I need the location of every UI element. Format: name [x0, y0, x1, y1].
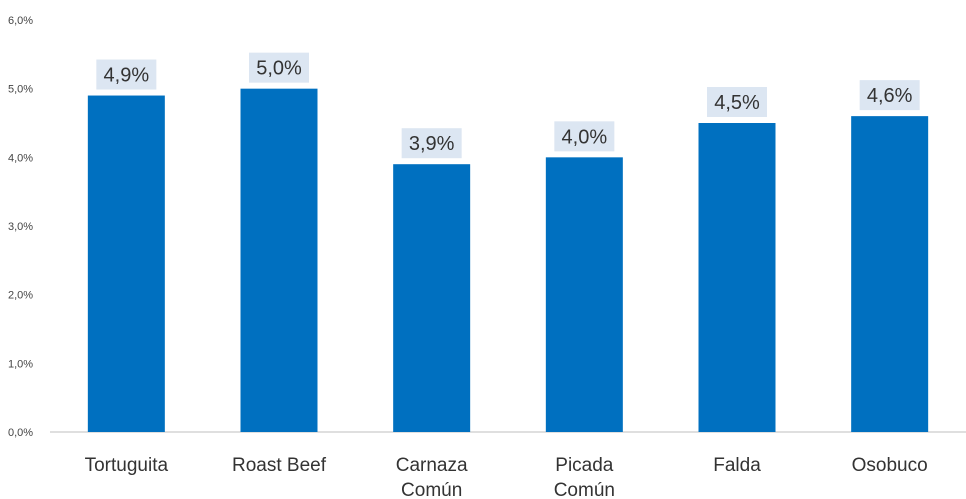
data-label-text: 4,6%	[867, 85, 913, 107]
data-label-text: 5,0%	[256, 58, 302, 80]
data-label-background	[401, 128, 462, 159]
x-axis-tick-labels: Tortuguita Roast Beef Carnaza Común Picada Co…	[85, 455, 928, 499]
data-label: 4,5%	[707, 87, 767, 117]
x-tick-label: Falda	[713, 455, 761, 476]
y-tick-label: 1,0%	[8, 358, 33, 370]
data-label: 3,9%	[401, 128, 462, 159]
data-label-text: 4,9%	[104, 65, 150, 87]
y-tick-label: 6,0%	[8, 15, 33, 27]
bar	[393, 164, 471, 432]
data-label-text: 4,5%	[714, 92, 760, 114]
data-label-background	[707, 87, 767, 117]
bar	[545, 157, 623, 433]
data-label-background	[249, 52, 309, 83]
x-tick-label: Picada Común	[554, 455, 615, 499]
data-label: 4,6%	[859, 80, 920, 111]
x-tick-label: Tortuguita	[85, 455, 169, 476]
y-tick-label: 0,0%	[8, 427, 33, 439]
data-label-background	[859, 80, 920, 111]
y-tick-label: 4,0%	[8, 152, 33, 164]
bar	[87, 95, 165, 433]
bar	[240, 88, 318, 433]
y-tick-label: 2,0%	[8, 290, 33, 302]
data-label: 4,0%	[554, 121, 615, 152]
y-tick-label: 5,0%	[8, 84, 33, 96]
data-label-text: 4,0%	[562, 126, 608, 148]
y-tick-label: 3,0%	[8, 221, 33, 233]
data-label-background	[96, 59, 157, 90]
data-label-background	[554, 121, 615, 152]
data-label: 4,9%	[96, 59, 157, 90]
x-tick-label: Osobuco	[852, 455, 928, 476]
bars	[87, 88, 929, 433]
x-tick-label: Carnaza Común	[396, 455, 468, 499]
x-tick-label: Roast Beef	[232, 455, 327, 476]
data-label: 5,0%	[249, 52, 309, 83]
data-labels: 4,9% 5,0% 3,9% 4,0% 4,5% 4,6%	[96, 52, 920, 159]
bar	[851, 116, 929, 432]
bar	[698, 123, 776, 432]
data-label-text: 3,9%	[409, 133, 455, 155]
y-axis: 0,0% 1,0% 2,0% 3,0% 4,0% 5,0% 6,0%	[8, 15, 33, 439]
